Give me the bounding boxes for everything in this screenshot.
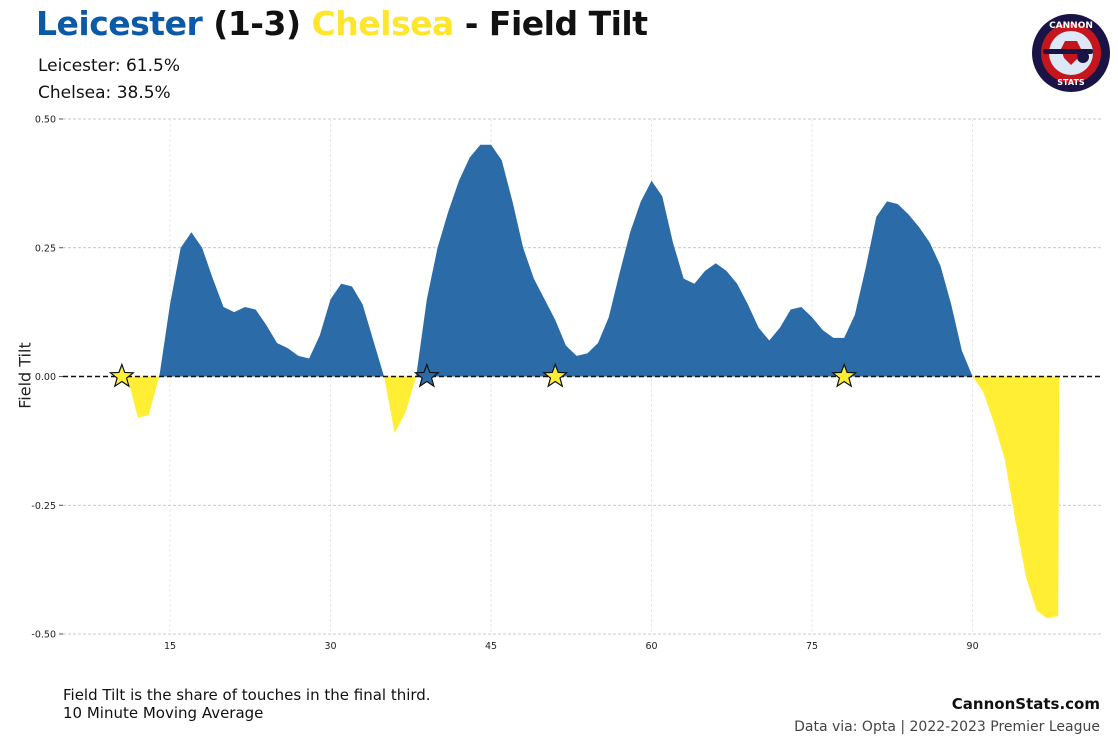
cannon-stats-logo: CANNON STATS [1032,14,1110,92]
title-away-team: Chelsea [311,4,455,43]
goal-star-icon [108,362,135,388]
site-credit: CannonStats.com [951,695,1100,713]
home-dominance-area [116,144,1060,377]
y-tick-label: 0.50 [35,115,56,126]
axis-layer: -0.50 -0.25 0.00 0.25 0.50 15 30 45 60 75 90 [31,115,1101,652]
x-tick-label: 60 [646,641,658,652]
footnote-average: 10 Minute Moving Average [63,704,264,722]
y-tick-label: -0.25 [31,501,56,512]
x-tick-label: 90 [967,641,979,652]
goal-star-icon [542,362,569,388]
footnote-definition: Field Tilt is the share of touches in th… [63,686,431,704]
title-home-team: Leicester [36,4,203,43]
chart-title: Leicester (1-3) Chelsea - Field Tilt [36,4,648,43]
data-source: Data via: Opta | 2022-2023 Premier Leagu… [794,719,1100,735]
area-layer [116,144,1060,619]
goal-star-icon [413,362,440,388]
x-tick-label: 30 [324,641,336,652]
x-tick-label: 75 [806,641,818,652]
y-tick-label: -0.50 [31,630,56,641]
title-suffix: - Field Tilt [464,4,648,43]
x-tick-label: 45 [485,641,497,652]
title-score: (1-3) [213,4,301,43]
logo-top-text: CANNON [1049,21,1093,31]
x-tick-label: 15 [164,641,176,652]
away-share-label: Chelsea: 38.5% [38,83,171,103]
home-share-label: Leicester: 61.5% [38,56,180,76]
logo-bottom-text: STATS [1057,78,1085,87]
y-tick-label: 0.25 [35,243,56,254]
goal-star-icon [831,362,858,388]
y-tick-label: 0.00 [35,372,56,383]
goal-markers [108,362,858,388]
away-dominance-area [116,376,1060,619]
